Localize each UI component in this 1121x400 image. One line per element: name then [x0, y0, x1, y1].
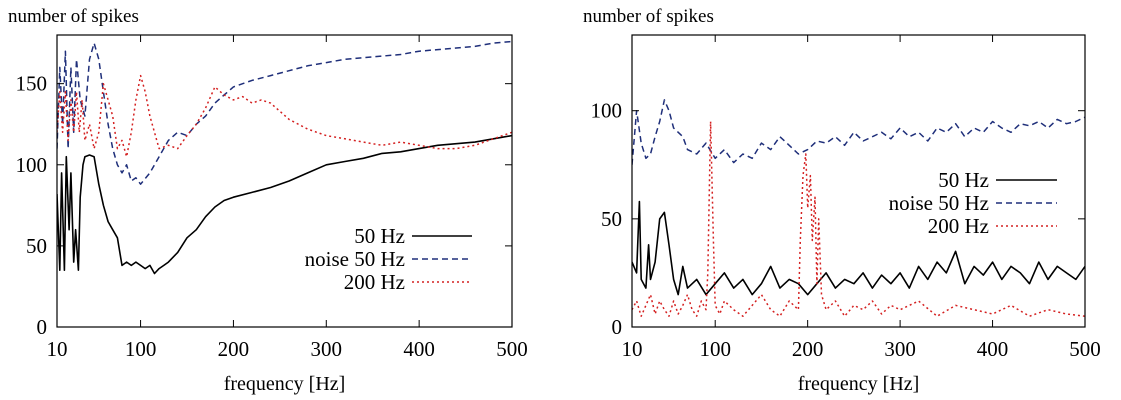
- series-line-50-hz: [57, 134, 512, 275]
- x-tick-label: 400: [977, 337, 1009, 361]
- y-axis-label: number of spikes: [583, 6, 714, 27]
- legend-label: 200 Hz: [344, 270, 405, 294]
- x-tick-label: 100: [699, 337, 731, 361]
- x-tick-label: 10: [47, 337, 68, 361]
- x-tick-label: 200: [792, 337, 824, 361]
- y-tick-label: 50: [26, 234, 47, 258]
- legend-label: 50 Hz: [938, 168, 989, 192]
- x-tick-label: 300: [311, 337, 343, 361]
- y-tick-label: 0: [37, 315, 48, 339]
- y-tick-label: 150: [16, 72, 48, 96]
- x-tick-label: 500: [1069, 337, 1101, 361]
- y-tick-label: 100: [16, 153, 48, 177]
- y-axis-label: number of spikes: [8, 6, 139, 27]
- series-line-noise-50-hz: [632, 99, 1085, 165]
- x-tick-label: 300: [884, 337, 916, 361]
- y-tick-label: 0: [612, 315, 623, 339]
- legend-label: noise 50 Hz: [305, 247, 405, 271]
- y-tick-label: 100: [591, 99, 623, 123]
- legend-label: noise 50 Hz: [889, 191, 989, 215]
- plot-frame: [631, 34, 1086, 328]
- series-line-200-hz: [57, 74, 512, 158]
- legend-label: 50 Hz: [354, 224, 405, 248]
- x-axis-label: frequency [Hz]: [224, 373, 346, 395]
- x-tick-label: 200: [218, 337, 250, 361]
- legend-label: 200 Hz: [928, 214, 989, 238]
- x-tick-label: 500: [496, 337, 528, 361]
- series-line-noise-50-hz: [57, 40, 512, 185]
- y-tick-label: 50: [601, 207, 622, 231]
- x-tick-label: 10: [622, 337, 643, 361]
- x-axis-label: frequency [Hz]: [798, 373, 920, 395]
- x-tick-label: 100: [125, 337, 157, 361]
- plot-frame: [56, 34, 513, 328]
- x-tick-label: 400: [403, 337, 435, 361]
- series-line-50-hz: [632, 200, 1085, 296]
